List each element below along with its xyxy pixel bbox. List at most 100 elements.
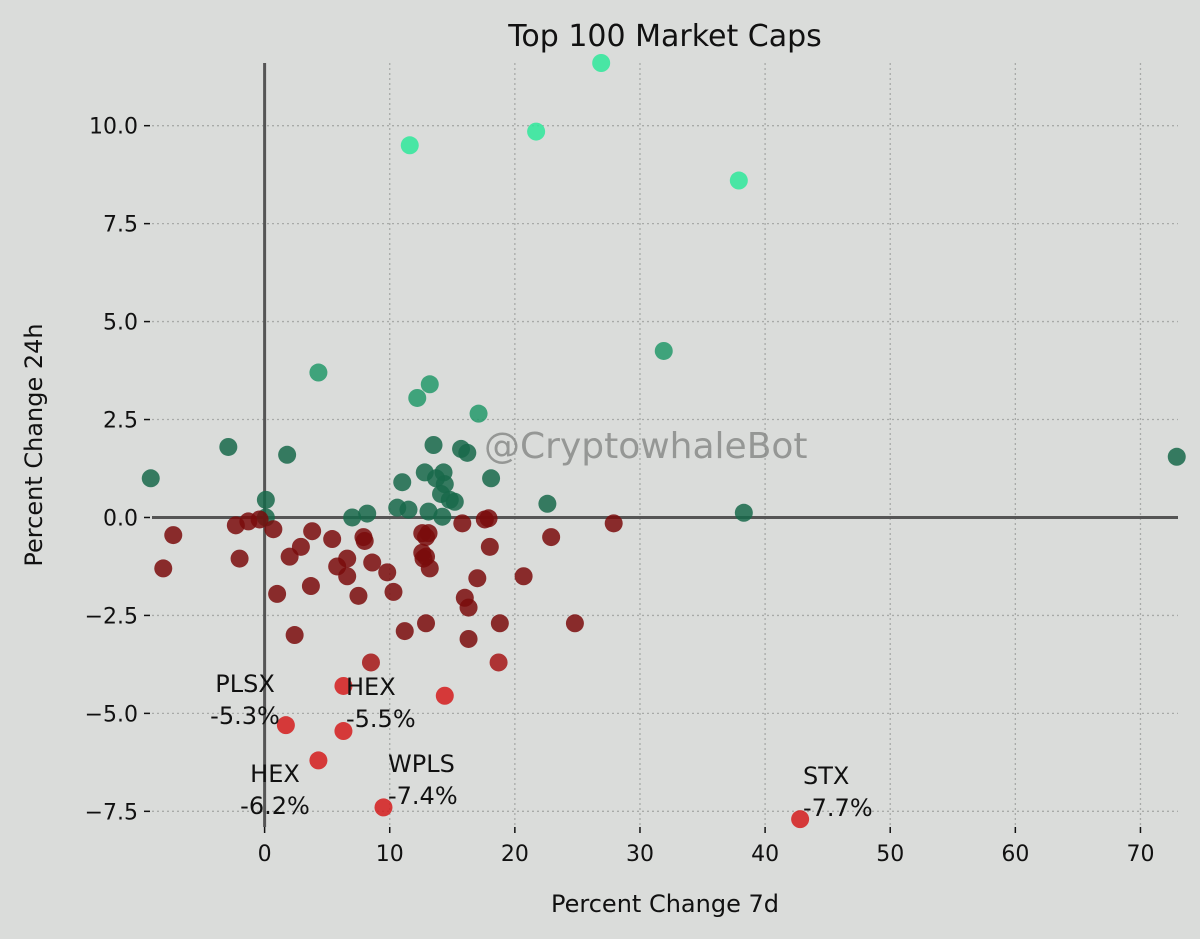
data-point [164, 526, 183, 545]
data-point [408, 388, 427, 407]
y-tick-label: 2.5 [103, 409, 138, 434]
data-point [424, 436, 443, 454]
annotation-value: -5.3% [210, 702, 280, 730]
data-point [334, 676, 353, 695]
data-point [445, 492, 464, 511]
chart-title: Top 100 Market Caps [507, 19, 822, 54]
x-tick-label: 40 [751, 842, 779, 867]
data-point [468, 569, 487, 588]
data-point [482, 469, 501, 488]
data-point [301, 577, 320, 596]
annotation-label: STX [803, 762, 849, 790]
data-point [278, 445, 297, 464]
data-point [309, 751, 328, 770]
y-ticks: −7.5 −5.0 −2.5 0.0 2.5 5.0 7.5 10.0 [85, 115, 150, 825]
data-point [469, 404, 488, 423]
data-point [285, 626, 304, 645]
annotation-value: -7.4% [388, 782, 458, 810]
axes [152, 63, 1178, 827]
x-tick-label: 60 [1001, 842, 1029, 867]
y-tick-label: 0.0 [103, 506, 138, 531]
data-point [527, 122, 546, 141]
data-point [734, 503, 753, 522]
data-point [355, 531, 374, 550]
data-point [514, 567, 533, 586]
data-point [154, 559, 173, 578]
data-point [433, 507, 452, 526]
data-point [309, 363, 328, 382]
data-point [538, 494, 557, 513]
x-axis-label: Percent Change 7d [551, 890, 779, 918]
data-point [399, 500, 418, 519]
x-ticks: 0 10 20 30 40 50 60 70 [258, 827, 1154, 867]
data-point [420, 375, 439, 394]
annotation-label: PLSX [215, 670, 275, 698]
data-point [219, 437, 238, 456]
data-point [490, 614, 509, 633]
data-point [384, 582, 403, 601]
y-tick-label: −2.5 [85, 604, 138, 629]
y-tick-label: 5.0 [103, 311, 138, 336]
y-tick-label: −5.0 [85, 702, 138, 727]
data-point [358, 504, 377, 523]
annotation-value: -5.5% [346, 705, 416, 733]
data-point [226, 516, 245, 535]
x-tick-label: 10 [376, 842, 404, 867]
watermark: @CryptowhaleBot [484, 426, 808, 467]
data-point [417, 614, 436, 633]
data-point [459, 598, 478, 617]
annotation-label: HEX [250, 760, 300, 788]
data-point [435, 686, 454, 705]
x-tick-label: 50 [876, 842, 904, 867]
data-point [338, 567, 357, 586]
annotation-value: -6.2% [240, 792, 310, 820]
data-point [565, 614, 584, 633]
data-point [419, 502, 438, 521]
y-tick-label: 7.5 [103, 213, 138, 238]
data-point [479, 509, 498, 528]
data-point [363, 553, 382, 572]
data-point [729, 171, 748, 190]
data-point [276, 716, 295, 735]
data-point [604, 514, 623, 533]
x-tick-label: 20 [501, 842, 529, 867]
x-tick-label: 0 [258, 842, 272, 867]
annotations: PLSX -5.3% HEX -5.5% HEX -6.2% WPLS -7.4% STX -7.… [210, 670, 872, 822]
data-point [256, 490, 275, 509]
data-point [654, 341, 673, 360]
data-point [323, 530, 342, 549]
data-point [417, 528, 436, 547]
data-point [480, 537, 499, 556]
data-point [453, 514, 472, 533]
data-point [334, 722, 353, 741]
data-point [378, 563, 397, 582]
data-point [1167, 447, 1186, 466]
data-point [264, 520, 283, 539]
data-point [420, 559, 439, 578]
y-axis-label: Percent Change 24h [20, 323, 48, 566]
y-tick-label: −7.5 [85, 800, 138, 825]
annotation-value: -7.7% [803, 794, 873, 822]
data-point [374, 798, 393, 817]
data-point [400, 136, 419, 155]
data-point [489, 653, 508, 672]
data-point [791, 810, 810, 829]
data-point [303, 522, 322, 541]
annotation-label: WPLS [388, 750, 455, 778]
x-tick-label: 70 [1126, 842, 1154, 867]
data-points [141, 54, 1186, 829]
data-point [458, 443, 477, 462]
data-point [141, 469, 160, 488]
data-point [393, 473, 412, 492]
annotation-label: HEX [346, 673, 396, 701]
data-point [592, 54, 611, 72]
data-point [268, 584, 287, 603]
y-tick-label: 10.0 [89, 115, 138, 140]
data-point [280, 547, 299, 566]
data-point [395, 622, 414, 641]
data-point [361, 653, 380, 672]
data-point [349, 586, 368, 605]
data-point [542, 528, 561, 547]
